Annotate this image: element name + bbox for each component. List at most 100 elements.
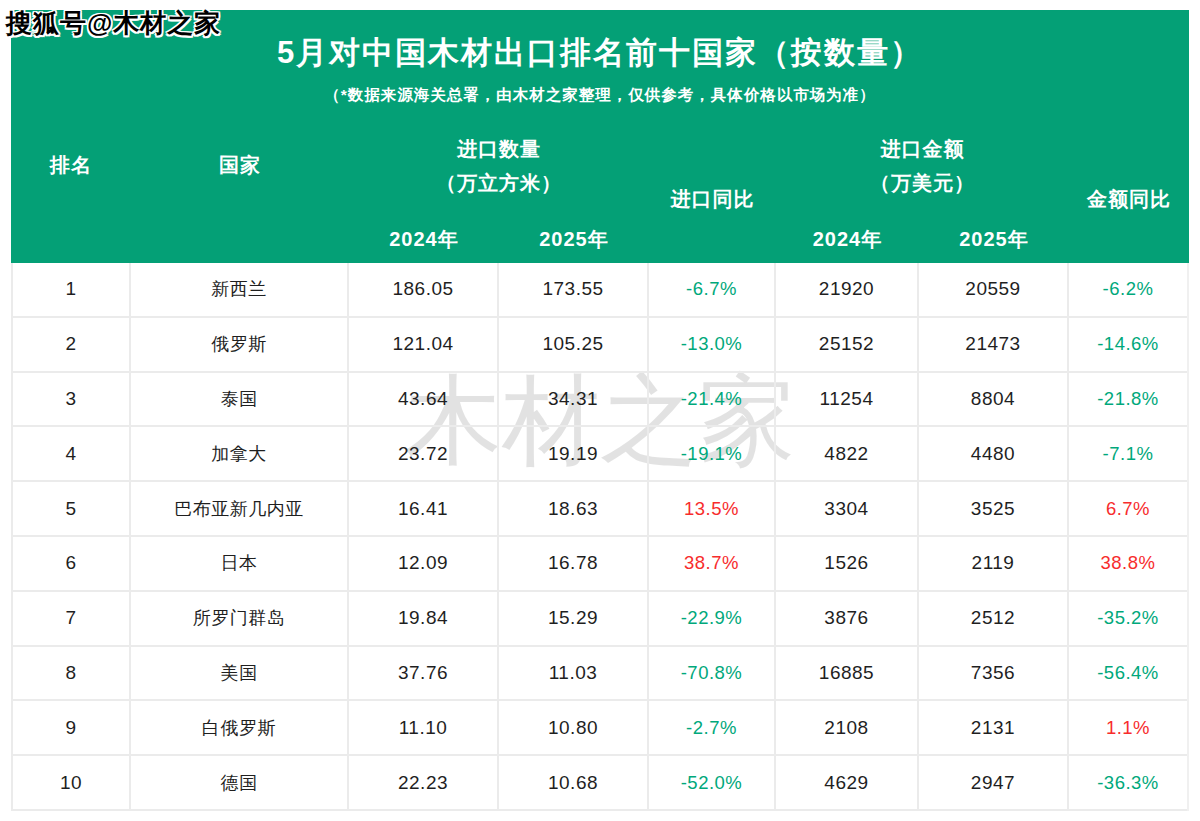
cell-quantity-yoy: -19.1% (649, 427, 776, 480)
cell-amount-2024: 1526 (776, 537, 919, 590)
cell-quantity-2024: 22.23 (349, 756, 499, 809)
cell-amount-yoy: -56.4% (1069, 647, 1187, 700)
cell-rank: 6 (13, 537, 131, 590)
cell-quantity-yoy: -6.7% (649, 263, 776, 316)
cell-quantity-2024: 43.64 (349, 373, 499, 426)
cell-quantity-2025: 34.31 (499, 373, 649, 426)
cell-amount-yoy: 6.7% (1069, 482, 1187, 535)
table-row: 8 美国 37.76 11.03 -70.8% 16885 7356 -56.4… (13, 647, 1187, 702)
cell-country: 德国 (131, 756, 349, 809)
column-header-amount-2025: 2025年 (919, 222, 1069, 256)
cell-amount-2025: 20559 (919, 263, 1069, 316)
column-header-amount-2024: 2024年 (776, 222, 919, 256)
cell-quantity-2025: 173.55 (499, 263, 649, 316)
cell-quantity-yoy: 13.5% (649, 482, 776, 535)
cell-quantity-2024: 121.04 (349, 318, 499, 371)
cell-rank: 3 (13, 373, 131, 426)
cell-amount-2024: 11254 (776, 373, 919, 426)
import-quantity-label: 进口数量 (349, 132, 649, 166)
cell-amount-2024: 21920 (776, 263, 919, 316)
cell-rank: 10 (13, 756, 131, 809)
cell-amount-2025: 4480 (919, 427, 1069, 480)
table-header-panel: 5月对中国木材出口排名前十国家（按数量） （*数据来源海关总署，由木材之家整理，… (11, 10, 1189, 263)
cell-quantity-2024: 16.41 (349, 482, 499, 535)
cell-country: 日本 (131, 537, 349, 590)
cell-quantity-2025: 10.68 (499, 756, 649, 809)
cell-amount-yoy: 38.8% (1069, 537, 1187, 590)
cell-country: 加拿大 (131, 427, 349, 480)
table-row: 6 日本 12.09 16.78 38.7% 1526 2119 38.8% (13, 537, 1187, 592)
column-header-country: 国家 (131, 148, 349, 182)
table-row: 10 德国 22.23 10.68 -52.0% 4629 2947 -36.3… (13, 756, 1187, 811)
cell-rank: 5 (13, 482, 131, 535)
cell-quantity-2024: 19.84 (349, 592, 499, 645)
cell-quantity-2025: 15.29 (499, 592, 649, 645)
column-header-quantity-2025: 2025年 (499, 222, 649, 256)
cell-quantity-2025: 10.80 (499, 701, 649, 754)
cell-quantity-2024: 11.10 (349, 701, 499, 754)
sohu-account-badge: 搜狐号@木材之家 (6, 6, 221, 41)
cell-amount-2024: 16885 (776, 647, 919, 700)
table-row: 4 加拿大 23.72 19.19 -19.1% 4822 4480 -7.1% (13, 427, 1187, 482)
cell-country: 白俄罗斯 (131, 701, 349, 754)
cell-rank: 9 (13, 701, 131, 754)
cell-rank: 4 (13, 427, 131, 480)
cell-amount-2025: 7356 (919, 647, 1069, 700)
cell-quantity-yoy: 38.7% (649, 537, 776, 590)
cell-amount-yoy: -36.3% (1069, 756, 1187, 809)
table-body: 1 新西兰 186.05 173.55 -6.7% 21920 20559 -6… (11, 263, 1189, 811)
cell-amount-yoy: -35.2% (1069, 592, 1187, 645)
cell-quantity-2024: 12.09 (349, 537, 499, 590)
cell-country: 巴布亚新几内亚 (131, 482, 349, 535)
infographic-page: 搜狐号@木材之家 5月对中国木材出口排名前十国家（按数量） （*数据来源海关总署… (0, 0, 1200, 821)
table-row: 7 所罗门群岛 19.84 15.29 -22.9% 3876 2512 -35… (13, 592, 1187, 647)
cell-quantity-2025: 11.03 (499, 647, 649, 700)
cell-amount-2024: 3876 (776, 592, 919, 645)
cell-quantity-yoy: -2.7% (649, 701, 776, 754)
table-row: 5 巴布亚新几内亚 16.41 18.63 13.5% 3304 3525 6.… (13, 482, 1187, 537)
cell-country: 所罗门群岛 (131, 592, 349, 645)
cell-amount-2025: 2947 (919, 756, 1069, 809)
page-subtitle: （*数据来源海关总署，由木材之家整理，仅供参考，具体价格以市场为准） (11, 85, 1189, 106)
column-header-quantity-2024: 2024年 (349, 222, 499, 256)
cell-amount-2024: 4822 (776, 427, 919, 480)
column-header-rank: 排名 (11, 148, 131, 182)
column-group-import-quantity: 进口数量 （万立方米） (349, 132, 649, 200)
cell-amount-2024: 4629 (776, 756, 919, 809)
cell-amount-yoy: -7.1% (1069, 427, 1187, 480)
cell-quantity-2024: 37.76 (349, 647, 499, 700)
cell-quantity-yoy: -70.8% (649, 647, 776, 700)
cell-amount-yoy: -14.6% (1069, 318, 1187, 371)
import-quantity-unit: （万立方米） (349, 166, 649, 200)
column-group-import-amount: 进口金额 （万美元） (776, 132, 1069, 200)
table-row: 2 俄罗斯 121.04 105.25 -13.0% 25152 21473 -… (13, 318, 1187, 373)
cell-amount-2025: 2512 (919, 592, 1069, 645)
cell-quantity-2024: 23.72 (349, 427, 499, 480)
cell-amount-2025: 8804 (919, 373, 1069, 426)
cell-amount-2024: 3304 (776, 482, 919, 535)
column-header-amount-yoy: 金额同比 (1069, 182, 1189, 216)
column-header-quantity-yoy: 进口同比 (649, 182, 776, 216)
cell-rank: 1 (13, 263, 131, 316)
cell-amount-2025: 3525 (919, 482, 1069, 535)
cell-quantity-2024: 186.05 (349, 263, 499, 316)
cell-amount-2024: 2108 (776, 701, 919, 754)
table-row: 1 新西兰 186.05 173.55 -6.7% 21920 20559 -6… (13, 263, 1187, 318)
cell-amount-2025: 2131 (919, 701, 1069, 754)
import-amount-unit: （万美元） (776, 166, 1069, 200)
cell-amount-yoy: -21.8% (1069, 373, 1187, 426)
import-amount-label: 进口金额 (776, 132, 1069, 166)
cell-amount-yoy: 1.1% (1069, 701, 1187, 754)
cell-quantity-2025: 16.78 (499, 537, 649, 590)
cell-amount-2025: 21473 (919, 318, 1069, 371)
cell-quantity-yoy: -13.0% (649, 318, 776, 371)
cell-rank: 2 (13, 318, 131, 371)
cell-quantity-yoy: -21.4% (649, 373, 776, 426)
cell-country: 俄罗斯 (131, 318, 349, 371)
cell-country: 泰国 (131, 373, 349, 426)
cell-rank: 8 (13, 647, 131, 700)
cell-amount-2024: 25152 (776, 318, 919, 371)
cell-quantity-2025: 18.63 (499, 482, 649, 535)
table-row: 3 泰国 43.64 34.31 -21.4% 11254 8804 -21.8… (13, 373, 1187, 428)
cell-rank: 7 (13, 592, 131, 645)
